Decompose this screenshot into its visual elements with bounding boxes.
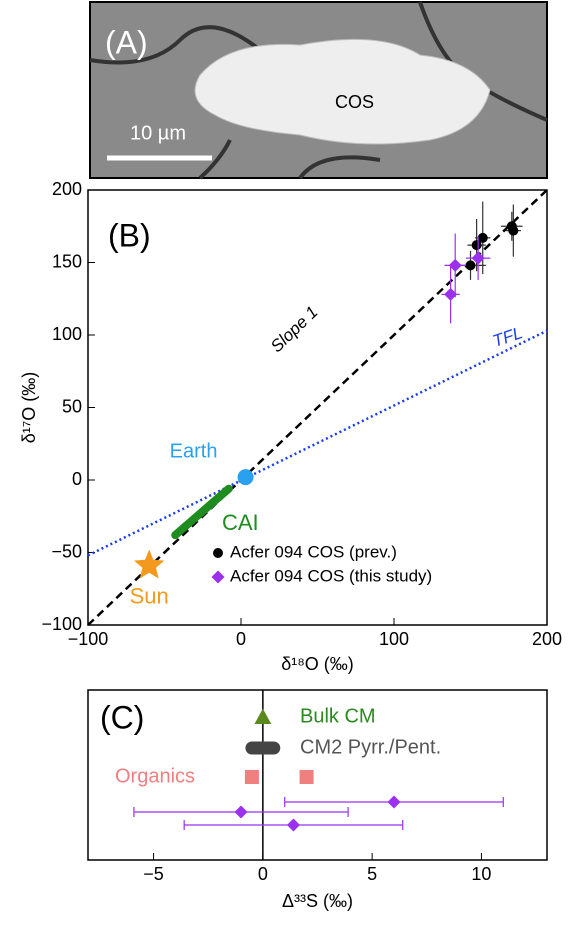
scale-label: 10 µm xyxy=(130,122,186,144)
x-tick-label: −5 xyxy=(143,864,164,884)
marker xyxy=(234,805,248,819)
point-label: Earth xyxy=(170,440,218,462)
marker xyxy=(387,795,401,809)
x-tick-label: 5 xyxy=(367,864,377,884)
y-tick-label: −50 xyxy=(51,541,82,561)
y-tick-label: 50 xyxy=(62,396,82,416)
y-tick-label: 200 xyxy=(52,179,82,199)
legend-label: Acfer 094 COS (this study) xyxy=(230,566,432,585)
x-tick-label: −100 xyxy=(68,629,109,649)
x-tick-label: 100 xyxy=(379,629,409,649)
x-axis-label: Δ³³S (‰) xyxy=(282,891,353,911)
marker xyxy=(244,770,259,784)
legend-label: Acfer 094 COS (prev.) xyxy=(230,542,397,561)
marker xyxy=(448,258,462,272)
line-label: TFL xyxy=(490,323,525,351)
x-tick-label: 0 xyxy=(258,864,268,884)
panel-a: (A) COS 10 µm xyxy=(89,1,548,180)
marker xyxy=(508,225,519,236)
object-label: COS xyxy=(335,92,374,112)
x-tick-label: 200 xyxy=(532,629,562,649)
panel-label: (A) xyxy=(105,24,148,60)
y-tick-label: −100 xyxy=(41,614,82,634)
y-tick-label: 100 xyxy=(52,324,82,344)
panel-label: (B) xyxy=(108,217,151,253)
x-axis-label: δ¹⁸O (‰) xyxy=(281,654,354,674)
line-label: CAI xyxy=(222,510,259,535)
panel-label: (C) xyxy=(100,699,144,735)
series-label: Organics xyxy=(115,765,195,787)
reference-line xyxy=(87,329,548,557)
y-tick-label: 150 xyxy=(52,251,82,271)
x-tick-label: 10 xyxy=(471,864,491,884)
x-tick-label: 0 xyxy=(236,629,246,649)
legend-marker xyxy=(213,548,223,558)
plot-frame xyxy=(87,689,548,861)
point-label: Sun xyxy=(130,583,169,608)
marker xyxy=(299,770,314,784)
cos-grain xyxy=(194,38,491,145)
line-label: Slope 1 xyxy=(267,302,322,356)
marker xyxy=(471,251,485,265)
marker xyxy=(254,708,272,724)
y-tick-label: 0 xyxy=(72,469,82,489)
marker xyxy=(286,818,300,832)
marker xyxy=(477,232,488,243)
marker xyxy=(237,469,254,486)
legend-marker xyxy=(211,570,225,584)
marker xyxy=(134,549,165,579)
y-axis-label: δ¹⁷O (‰) xyxy=(19,372,39,444)
series-label: Bulk CM xyxy=(300,705,376,727)
series-label: CM2 Pyrr./Pent. xyxy=(300,736,441,758)
marker xyxy=(465,260,476,271)
marker xyxy=(471,240,482,251)
reference-line xyxy=(171,484,233,540)
marker xyxy=(444,287,458,301)
